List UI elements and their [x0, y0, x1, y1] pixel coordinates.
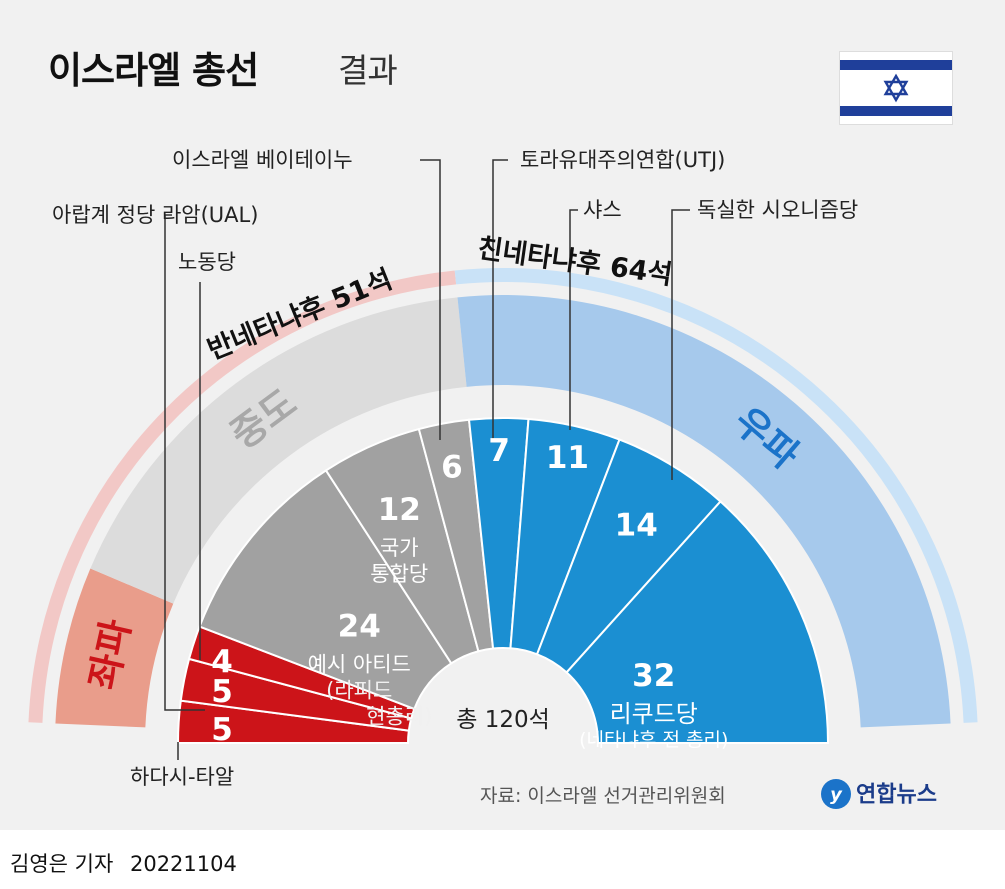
party-name-label-5: 이스라엘 베이테이누 — [172, 148, 353, 172]
flag-stripe-top — [840, 60, 952, 70]
party-inner-label-4-0: 국가 — [380, 536, 419, 560]
yonhap-logo-mark — [821, 779, 851, 809]
yonhap-logo-icon: y 연합뉴스 — [821, 779, 937, 809]
leader-line-6 — [492, 159, 508, 440]
total-seats-label: 총 120석 — [456, 707, 550, 733]
group-band-2 — [457, 295, 951, 728]
group-band-0 — [55, 568, 174, 728]
leader-line-7 — [569, 209, 578, 430]
source-text: 자료: 이스라엘 선거관리위원회 — [480, 785, 726, 807]
party-value-7: 11 — [546, 440, 589, 476]
flag-stripe-bottom — [840, 106, 952, 116]
party-slice-9 — [565, 500, 830, 744]
byline: 김영은 기자 20221104 — [10, 848, 237, 878]
party-name-label-0: 하다시-타알 — [130, 765, 234, 789]
page-title: 이스라엘 총선 — [48, 49, 259, 92]
israel-flag-icon — [840, 52, 952, 124]
party-slice-3 — [198, 469, 453, 711]
party-value-6: 7 — [488, 433, 510, 469]
party-value-8: 14 — [615, 508, 658, 544]
party-inner-label-3-0: 예시 아티드 — [308, 653, 411, 677]
leader-line-5 — [420, 159, 441, 440]
party-inner-label-3-2: 현총리) — [366, 705, 432, 729]
party-value-1: 5 — [211, 674, 233, 710]
party-name-label-8: 독실한 시오니즘당 — [697, 198, 858, 222]
leader-line-8 — [671, 209, 690, 480]
party-name-label-7: 샤스 — [583, 198, 622, 222]
party-inner-label-3-1: (라피드 — [326, 679, 392, 703]
party-inner-label-9-0: 리쿠드당 — [610, 700, 698, 728]
party-inner-label-4-1: 통합당 — [370, 562, 428, 586]
party-name-label-1: 아랍계 정당 라암(UAL) — [52, 203, 258, 227]
byline-date: 20221104 — [129, 852, 237, 876]
byline-author: 김영은 기자 — [10, 852, 114, 876]
party-value-0: 5 — [211, 712, 233, 748]
party-value-2: 4 — [211, 644, 233, 680]
yonhap-logo-glyph: y — [830, 785, 843, 806]
party-name-label-2: 노동당 — [178, 250, 236, 274]
chart-leader-lines — [164, 159, 690, 760]
leader-line-1 — [164, 214, 205, 711]
yonhap-logo-text: 연합뉴스 — [856, 782, 937, 808]
bloc-arc-anti — [28, 270, 457, 723]
star-of-david-icon — [883, 73, 909, 103]
party-value-3: 24 — [338, 609, 381, 645]
party-inner-label-9-1: (네타냐후 전 총리) — [579, 729, 728, 751]
party-value-4: 12 — [378, 492, 421, 528]
group-band-1 — [90, 297, 467, 604]
party-value-5: 6 — [441, 450, 463, 486]
page-title-suffix: 결과 — [338, 51, 398, 90]
chart-bands — [28, 268, 978, 728]
party-name-label-6: 토라유대주의연합(UTJ) — [520, 148, 725, 172]
party-value-9: 32 — [632, 658, 675, 694]
chart-slices — [176, 417, 830, 744]
